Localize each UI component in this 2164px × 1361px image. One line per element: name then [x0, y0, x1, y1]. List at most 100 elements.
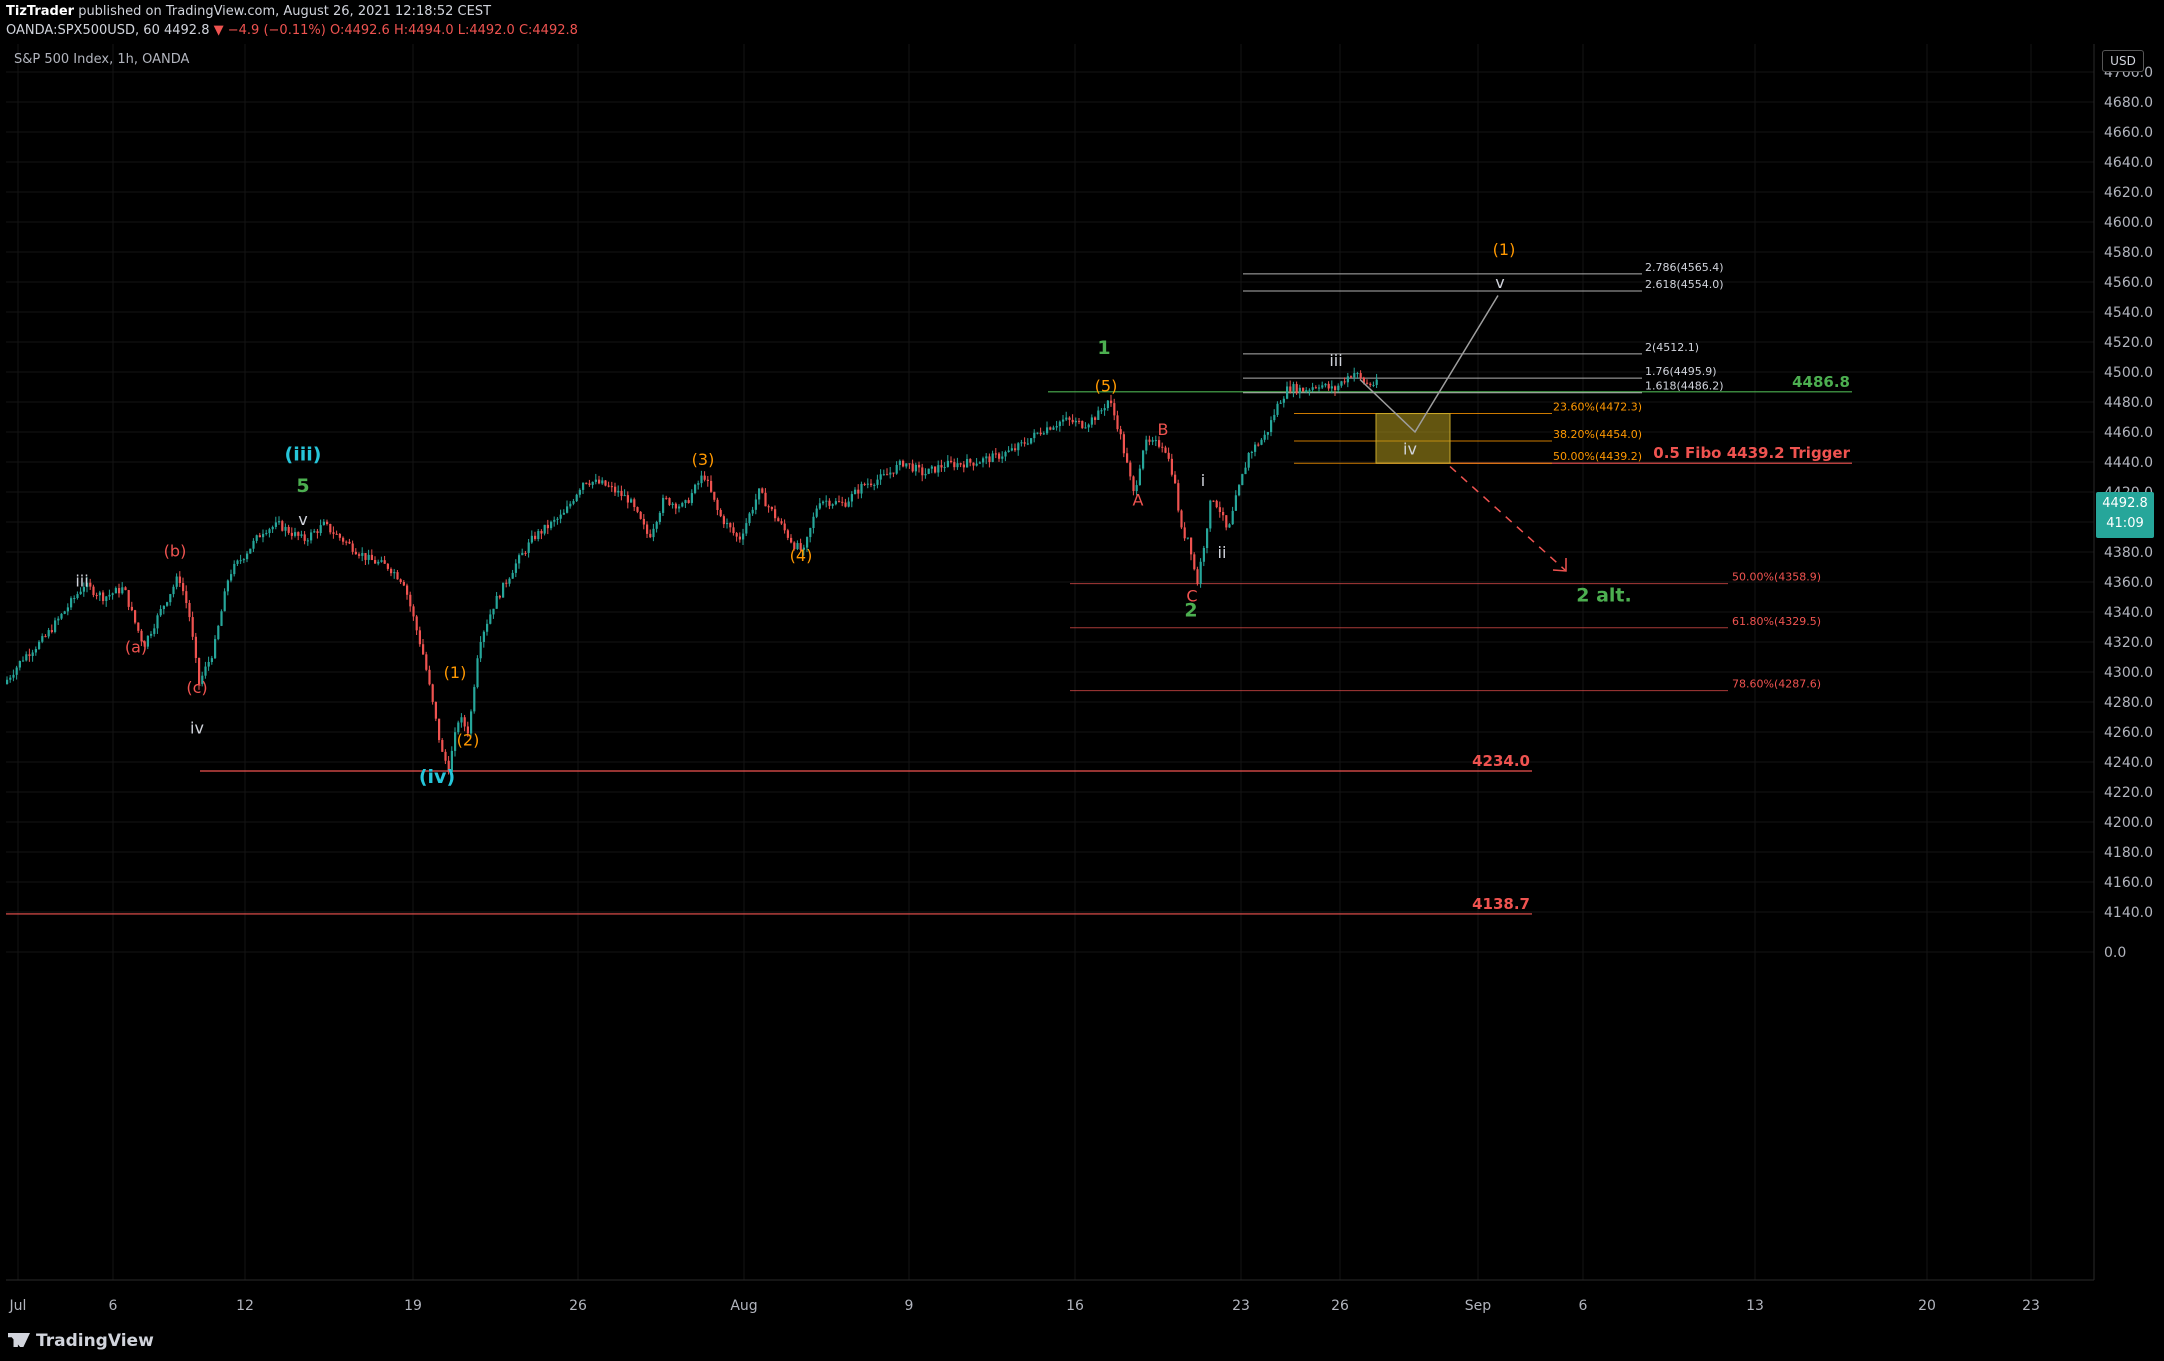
candle-body — [284, 526, 287, 531]
tradingview-logo[interactable]: TradingView — [8, 1331, 154, 1351]
candle-body — [41, 636, 44, 642]
last-price: 4492.8 — [163, 23, 210, 38]
candle-body — [1135, 485, 1138, 492]
candle-body — [111, 593, 114, 595]
candle-body — [1119, 429, 1122, 435]
candle-body — [594, 479, 597, 482]
candle-body — [607, 485, 610, 487]
candle-body — [498, 595, 501, 598]
candle-body — [697, 483, 700, 485]
candle-body — [927, 468, 930, 474]
candle-body — [716, 499, 719, 511]
candle-body — [316, 531, 319, 534]
candle-body — [575, 494, 578, 502]
candle-body — [1071, 419, 1074, 423]
price-tick-label: 4560.0 — [2104, 275, 2153, 291]
horizontal-levels: 4486.8 0.5 Fibo 4439.2 Trigger 4234.0 4138.… — [6, 373, 1852, 915]
candle-body — [694, 484, 697, 494]
candle-body — [543, 524, 546, 534]
candle-body — [1046, 427, 1049, 434]
candle-body — [1161, 446, 1164, 448]
fib-retracement-label: 50.00%(4439.2) — [1553, 450, 1642, 463]
candle-body — [642, 518, 645, 525]
candle-body — [866, 483, 869, 485]
candle-body — [207, 661, 210, 667]
candle-body — [687, 500, 690, 503]
candle-body — [396, 572, 399, 580]
candle-body — [876, 479, 879, 485]
candle-body — [86, 582, 89, 588]
candle-body — [1151, 440, 1154, 442]
chart-header: TizTrader published on TradingView.com, … — [0, 0, 2164, 44]
candle-body — [959, 463, 962, 465]
candle-body — [1372, 384, 1375, 386]
candle-body — [812, 516, 815, 529]
candle-body — [463, 717, 466, 727]
candle-body — [1167, 452, 1170, 459]
candle-body — [774, 509, 777, 519]
candle-body — [233, 563, 236, 575]
candle-body — [732, 527, 735, 534]
price-tick-label: 4580.0 — [2104, 245, 2153, 261]
candle-body — [940, 465, 943, 468]
candle-body — [1244, 467, 1247, 475]
candle-body — [1190, 537, 1193, 555]
time-tick-label: 26 — [1331, 1298, 1349, 1314]
candle-body — [246, 553, 249, 560]
candle-body — [1343, 381, 1346, 383]
wave-label: iv — [190, 719, 204, 738]
candle-body — [226, 580, 229, 592]
candle-body — [863, 483, 866, 485]
candle-body — [194, 636, 197, 658]
candle-body — [998, 453, 1001, 459]
candle-body — [486, 623, 489, 632]
candle-body — [713, 491, 716, 500]
candle-body — [831, 504, 834, 506]
candle-body — [1366, 382, 1369, 384]
candle-body — [806, 537, 809, 548]
wave-label: (3) — [692, 450, 715, 469]
candle-body — [1129, 462, 1132, 477]
wave-iv-target-box — [1375, 413, 1451, 464]
candle-body — [911, 463, 914, 472]
candle-body — [1250, 451, 1253, 453]
candle-body — [914, 464, 917, 472]
candle-body — [492, 608, 495, 615]
candle-body — [1257, 444, 1260, 446]
candle-body — [646, 524, 649, 534]
publisher-name[interactable]: TizTrader — [6, 4, 75, 19]
candle-body — [124, 587, 127, 591]
candle-body — [201, 675, 204, 685]
fib-extension-label: 1.618(4486.2) — [1645, 380, 1724, 393]
candle-body — [22, 660, 25, 662]
candle-body — [9, 677, 12, 680]
candle-body — [214, 639, 217, 659]
candle-body — [92, 586, 95, 596]
candle-body — [31, 652, 34, 657]
candle-body — [1330, 386, 1333, 389]
currency-label[interactable]: USD — [2102, 50, 2144, 72]
candle-body — [870, 483, 873, 486]
candle-body — [60, 613, 63, 619]
wave-label: 5 — [296, 475, 309, 497]
candle-body — [89, 582, 92, 587]
candle-body — [476, 658, 479, 688]
candle-body — [1254, 444, 1257, 452]
candle-body — [825, 500, 828, 502]
candle-body — [210, 658, 213, 662]
candle-body — [438, 718, 441, 741]
chart-legend: S&P 500 Index, 1h, OANDA — [14, 52, 190, 67]
tradingview-logo-icon — [8, 1333, 30, 1347]
candle-body — [508, 578, 511, 584]
symbol[interactable]: OANDA:SPX500USD, 60 — [6, 23, 160, 38]
candle-body — [665, 497, 668, 499]
wave-label: (4) — [790, 546, 813, 565]
candle-body — [6, 679, 9, 684]
candle-body — [185, 591, 188, 604]
candle-body — [258, 535, 261, 538]
candle-body — [159, 609, 162, 616]
candle-body — [332, 532, 335, 534]
candle-body — [502, 582, 505, 598]
candle-body — [409, 594, 412, 607]
